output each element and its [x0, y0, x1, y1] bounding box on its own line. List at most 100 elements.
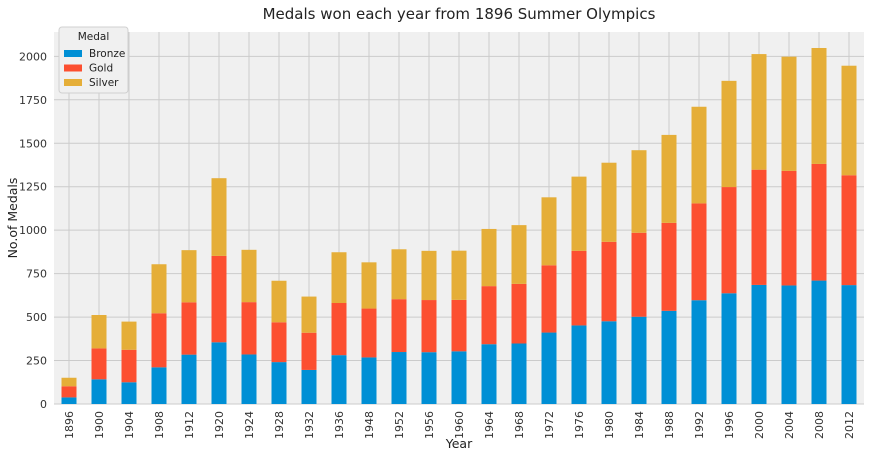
- bar-bronze-1964: [481, 344, 497, 404]
- y-tick-label: 2000: [19, 50, 47, 63]
- x-tick-label: 1964: [483, 411, 496, 439]
- bar-gold-1976: [571, 250, 587, 326]
- bar-gold-1996: [721, 187, 737, 294]
- x-tick-label: 2012: [843, 411, 856, 439]
- legend-label-gold: Gold: [89, 63, 113, 75]
- x-tick-label: 1948: [363, 411, 376, 439]
- bar-gold-1912: [181, 302, 197, 355]
- y-axis-label: No.of Medals: [5, 178, 20, 259]
- chart-title: Medals won each year from 1896 Summer Ol…: [263, 5, 656, 23]
- x-tick-label: 2004: [783, 411, 796, 439]
- bar-gold-1956: [421, 300, 437, 353]
- x-tick-label: 1932: [303, 411, 316, 439]
- bar-gold-1908: [151, 313, 167, 368]
- bar-gold-2012: [841, 175, 857, 286]
- bar-silver-2008: [811, 47, 827, 164]
- bar-gold-1932: [301, 332, 317, 370]
- x-tick-label: 1904: [123, 411, 136, 439]
- bar-silver-2000: [751, 54, 767, 170]
- bar-bronze-1948: [361, 357, 377, 404]
- x-tick-label: 1988: [663, 411, 676, 439]
- bar-silver-1968: [511, 225, 527, 284]
- bar-bronze-2008: [811, 280, 827, 404]
- bar-gold-1952: [391, 299, 407, 353]
- bar-gold-1920: [211, 255, 227, 343]
- bar-bronze-1988: [661, 310, 677, 404]
- bar-bronze-1980: [601, 321, 617, 404]
- bar-gold-2004: [781, 170, 797, 286]
- bar-silver-1920: [211, 178, 227, 256]
- bar-bronze-1936: [331, 355, 347, 404]
- bar-gold-1900: [91, 348, 107, 380]
- bar-gold-1896: [61, 386, 77, 398]
- bar-silver-1972: [541, 197, 557, 266]
- bar-gold-1960: [451, 299, 467, 352]
- legend-swatch-silver: [64, 79, 82, 86]
- bar-gold-1988: [661, 222, 677, 311]
- bar-bronze-1968: [511, 343, 527, 404]
- x-tick-label: 1956: [423, 411, 436, 439]
- bar-bronze-1972: [541, 332, 557, 404]
- bar-bronze-1976: [571, 325, 587, 404]
- legend-items: Bronze Gold Silver: [64, 48, 125, 89]
- x-tick-label: 1896: [63, 411, 76, 439]
- bar-silver-1912: [181, 250, 197, 303]
- x-tick-label: 1952: [393, 411, 406, 439]
- bar-gold-1904: [121, 349, 137, 383]
- x-tick-label: 1912: [183, 411, 196, 439]
- y-tick-label: 1250: [19, 181, 47, 194]
- bar-silver-1984: [631, 150, 647, 233]
- x-tick-label: 1968: [513, 411, 526, 439]
- bar-bronze-1908: [151, 367, 167, 404]
- x-tick-label: 1920: [213, 411, 226, 439]
- bar-silver-1924: [241, 249, 257, 303]
- x-tick-label: 1900: [93, 411, 106, 439]
- x-tick-label: 1924: [243, 411, 256, 439]
- x-tick-label: 1980: [603, 411, 616, 439]
- bar-bronze-1920: [211, 342, 227, 404]
- bar-silver-2012: [841, 65, 857, 176]
- bars: [61, 47, 857, 404]
- legend-swatch-bronze: [64, 50, 82, 57]
- x-tick-label: 1996: [723, 411, 736, 439]
- bar-gold-1936: [331, 303, 347, 356]
- bar-silver-1932: [301, 296, 317, 333]
- x-axis-label: Year: [445, 436, 473, 451]
- bar-silver-1936: [331, 252, 347, 304]
- bar-gold-1924: [241, 302, 257, 355]
- bar-gold-2008: [811, 163, 827, 281]
- bar-silver-1900: [91, 314, 107, 349]
- bar-bronze-1996: [721, 293, 737, 404]
- bar-silver-1928: [271, 280, 287, 323]
- bar-silver-1908: [151, 264, 167, 314]
- legend-swatch-gold: [64, 64, 82, 72]
- bar-silver-1980: [601, 162, 617, 242]
- bar-silver-1960: [451, 250, 467, 300]
- bar-bronze-1992: [691, 300, 707, 404]
- x-tick-label: 1976: [573, 411, 586, 439]
- bar-bronze-1984: [631, 316, 647, 404]
- bar-gold-1964: [481, 286, 497, 345]
- x-tick-label: 1992: [693, 411, 706, 439]
- bar-bronze-1952: [391, 352, 407, 404]
- bar-bronze-1912: [181, 354, 197, 404]
- legend-box: [58, 26, 129, 94]
- bar-silver-1988: [661, 134, 677, 223]
- x-tick-label: 1908: [153, 411, 166, 439]
- bar-gold-2000: [751, 169, 767, 285]
- legend-label-silver: Silver: [89, 77, 119, 89]
- bar-gold-1972: [541, 265, 557, 333]
- bar-silver-1976: [571, 176, 587, 251]
- bar-silver-1904: [121, 321, 137, 350]
- y-tick-labels: 0 250 500 750 1000 1250 1500 1750 2000: [19, 50, 47, 411]
- y-tick-label: 0: [40, 398, 47, 411]
- x-tick-labels: 1896 1900 1904 1908 1912 1920 1924 1928 1932 1936…: [63, 411, 856, 439]
- x-tick-label: 1936: [333, 411, 346, 439]
- bar-bronze-1932: [301, 369, 317, 404]
- bar-bronze-2012: [841, 285, 857, 404]
- y-tick-label: 250: [26, 355, 47, 368]
- legend-title: Medal: [78, 31, 110, 43]
- y-tick-label: 750: [26, 268, 47, 281]
- bar-silver-1964: [481, 228, 497, 287]
